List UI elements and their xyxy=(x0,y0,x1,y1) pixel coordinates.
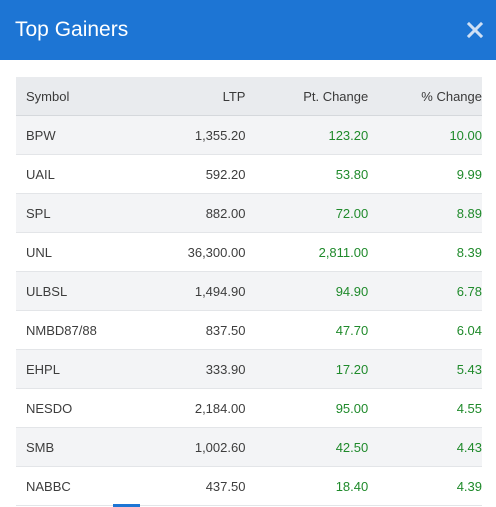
cell-symbol: EHPL xyxy=(16,349,147,389)
cell-symbol: BPW xyxy=(16,115,147,155)
cell-ltp: 437.50 xyxy=(146,466,246,506)
column-header-ltp[interactable]: LTP xyxy=(146,77,246,116)
cell-pt-change: 2,811.00 xyxy=(245,232,369,272)
cell-symbol: UAIL xyxy=(16,154,147,194)
cell-symbol: NABBC xyxy=(16,466,147,506)
cell-pct-change: 6.78 xyxy=(368,271,482,311)
cell-ltp: 592.20 xyxy=(146,154,246,194)
cell-pct-change: 8.89 xyxy=(368,193,482,233)
table-row[interactable]: SMB 1,002.60 42.50 4.43 xyxy=(16,427,482,467)
modal-header: Top Gainers xyxy=(0,0,496,60)
cell-pct-change: 4.43 xyxy=(368,427,482,467)
gainers-table: Symbol LTP Pt. Change % Change BPW 1,355… xyxy=(16,77,482,506)
cell-ltp: 1,002.60 xyxy=(146,427,246,467)
cell-pct-change: 10.00 xyxy=(368,115,482,155)
cell-ltp: 1,355.20 xyxy=(146,115,246,155)
scroll-indicator[interactable] xyxy=(113,504,140,507)
cell-symbol: NMBD87/88 xyxy=(16,310,147,350)
cell-pt-change: 94.90 xyxy=(245,271,369,311)
cell-ltp: 837.50 xyxy=(146,310,246,350)
table-body: BPW 1,355.20 123.20 10.00 UAIL 592.20 53… xyxy=(16,115,482,506)
cell-symbol: NESDO xyxy=(16,388,147,428)
cell-pt-change: 95.00 xyxy=(245,388,369,428)
table-row[interactable]: NABBC 437.50 18.40 4.39 xyxy=(16,466,482,506)
modal-title: Top Gainers xyxy=(15,18,129,41)
table-header-row: Symbol LTP Pt. Change % Change xyxy=(16,77,482,116)
cell-symbol: SMB xyxy=(16,427,147,467)
cell-pt-change: 123.20 xyxy=(245,115,369,155)
table-row[interactable]: ULBSL 1,494.90 94.90 6.78 xyxy=(16,271,482,311)
table-row[interactable]: UAIL 592.20 53.80 9.99 xyxy=(16,154,482,194)
table-row[interactable]: NESDO 2,184.00 95.00 4.55 xyxy=(16,388,482,428)
cell-ltp: 333.90 xyxy=(146,349,246,389)
cell-ltp: 2,184.00 xyxy=(146,388,246,428)
cell-pct-change: 9.99 xyxy=(368,154,482,194)
cell-symbol: ULBSL xyxy=(16,271,147,311)
table-row[interactable]: UNL 36,300.00 2,811.00 8.39 xyxy=(16,232,482,272)
column-header-pt-change[interactable]: Pt. Change xyxy=(245,77,369,116)
column-header-pct-change[interactable]: % Change xyxy=(368,77,482,116)
cell-pct-change: 4.55 xyxy=(368,388,482,428)
close-icon[interactable] xyxy=(466,21,484,39)
table-header: Symbol LTP Pt. Change % Change xyxy=(16,77,482,116)
table-row[interactable]: SPL 882.00 72.00 8.89 xyxy=(16,193,482,233)
cell-pt-change: 47.70 xyxy=(245,310,369,350)
table-row[interactable]: BPW 1,355.20 123.20 10.00 xyxy=(16,115,482,155)
cell-pct-change: 5.43 xyxy=(368,349,482,389)
cell-pt-change: 18.40 xyxy=(245,466,369,506)
cell-symbol: SPL xyxy=(16,193,147,233)
cell-pct-change: 6.04 xyxy=(368,310,482,350)
column-header-symbol[interactable]: Symbol xyxy=(16,77,147,116)
cell-pt-change: 72.00 xyxy=(245,193,369,233)
cell-pt-change: 17.20 xyxy=(245,349,369,389)
cell-pct-change: 4.39 xyxy=(368,466,482,506)
table-row[interactable]: EHPL 333.90 17.20 5.43 xyxy=(16,349,482,389)
cell-ltp: 1,494.90 xyxy=(146,271,246,311)
gainers-table-container: Symbol LTP Pt. Change % Change BPW 1,355… xyxy=(16,77,482,506)
cell-pt-change: 53.80 xyxy=(245,154,369,194)
cell-ltp: 882.00 xyxy=(146,193,246,233)
table-row[interactable]: NMBD87/88 837.50 47.70 6.04 xyxy=(16,310,482,350)
cell-pt-change: 42.50 xyxy=(245,427,369,467)
cell-pct-change: 8.39 xyxy=(368,232,482,272)
cell-ltp: 36,300.00 xyxy=(146,232,246,272)
cell-symbol: UNL xyxy=(16,232,147,272)
close-icon-glyph xyxy=(466,21,484,39)
